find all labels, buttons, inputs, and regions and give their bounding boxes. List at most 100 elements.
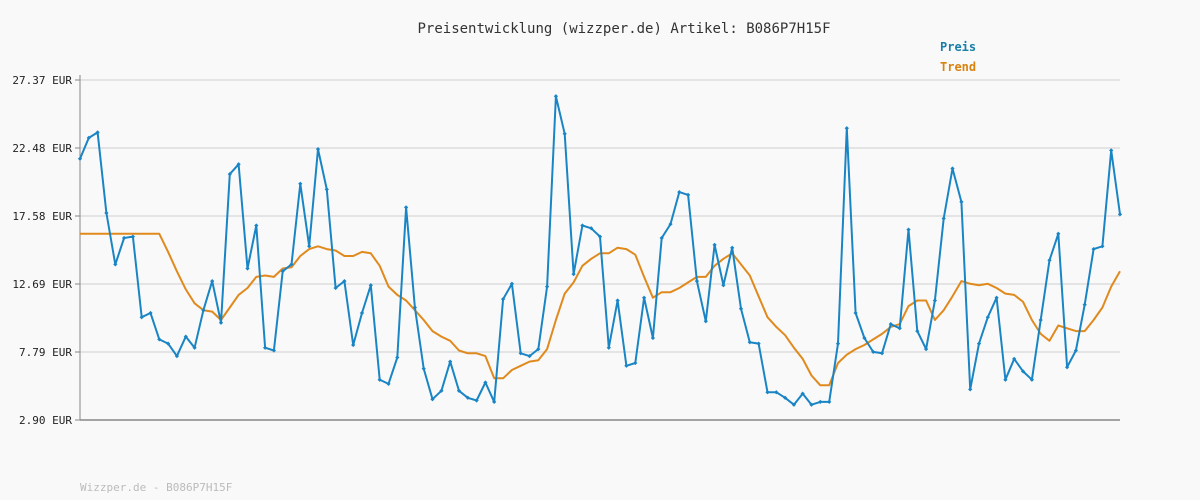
preis-point [597,234,603,239]
preis-point [976,341,982,346]
preis-point [571,271,576,277]
preis-point [562,131,567,136]
preis-point [580,223,585,228]
preis-point [641,295,647,300]
chart-title: Preisentwicklung (wizzper.de) Artikel: B… [417,21,830,37]
preis-point [1109,148,1114,153]
preis-point [77,156,83,161]
preis-point [659,235,664,241]
preis-point [730,245,735,250]
preis-point [756,341,761,346]
preis-point [712,242,717,248]
preis-point [853,310,858,316]
preis-point [703,319,708,324]
preis-point [1064,365,1070,370]
preis-point [448,359,453,364]
y-tick-label: 12.69 EUR [12,278,72,291]
preis-point [386,381,391,387]
preis-point [985,315,990,320]
preis-point [509,281,515,286]
preis-point [518,351,523,356]
preis-point [765,390,770,395]
preis-point [782,395,788,400]
preis-point [1056,231,1061,236]
preis-point [968,387,973,392]
preis-point [377,377,382,382]
preis-point [201,308,206,313]
preis-point [589,226,594,231]
y-tick-label: 2.90 EUR [19,414,72,427]
preis-point [544,284,550,289]
preis-point [694,278,700,284]
legend-preis: Preis [940,40,976,54]
preis-point [1082,302,1087,307]
trend-line [80,232,1121,387]
preis-point [121,235,127,241]
y-tick-label: 27.37 EUR [12,74,72,87]
y-tick-label: 22.48 EUR [12,142,72,155]
preis-point [192,345,197,350]
preis-point [685,192,691,198]
preis-point [492,399,497,405]
y-tick-label: 17.58 EUR [12,210,72,223]
series-layer [77,94,1123,407]
preis-point [553,94,559,99]
preis-point [1012,356,1017,362]
preis-point [271,348,277,353]
preis-point [333,285,338,291]
preis-point [351,342,356,348]
preis-point [439,388,444,393]
preis-point [774,390,779,395]
preis-point [130,234,136,239]
preis-point [650,335,656,341]
preis-point [1047,258,1052,263]
preis-point [747,340,752,345]
preis-point [254,223,259,228]
preis-point [1073,348,1079,353]
preis-point [1100,244,1105,249]
preis-point [395,355,400,360]
preis-point [932,298,938,303]
preis-point [941,216,946,221]
preis-point [844,126,849,131]
preis-point [1117,212,1123,217]
preis-point [959,199,964,205]
preis-point [368,283,373,288]
preis-point [139,315,144,320]
preis-point [915,328,920,334]
preis-point [906,227,911,232]
preis-point [835,341,841,346]
preis-point [183,334,188,339]
preis-point [218,320,224,325]
preis-point [809,402,814,407]
preis-point [342,278,347,284]
preis-point [624,363,629,368]
preis-point [430,397,435,402]
preis-point [474,398,479,403]
preis-point [165,341,171,346]
preis-point [615,298,620,303]
preis-line [79,95,1121,406]
preis-point [633,360,638,366]
preis-point [527,353,532,359]
preis-point [289,262,294,267]
preis-point [359,310,365,316]
preis-point [950,166,955,171]
preis-point [800,391,805,396]
y-axis-ticks: 27.37 EUR 22.48 EUR 17.58 EUR 12.69 EUR 7.79… [12,74,80,427]
preis-point [95,130,100,135]
preis-point [897,326,902,331]
legend-trend: Trend [940,60,976,74]
preis-point [677,189,682,195]
preis-point [879,351,885,356]
preis-point [465,395,470,400]
preis-point [280,269,285,274]
preis-point [536,346,541,352]
preis-point [104,210,109,216]
preis-point [994,295,999,300]
preis-point [500,296,506,302]
preis-point [421,366,426,371]
footer-watermark: Wizzper.de - B086P7H15F [80,481,232,494]
preis-point [174,353,180,359]
